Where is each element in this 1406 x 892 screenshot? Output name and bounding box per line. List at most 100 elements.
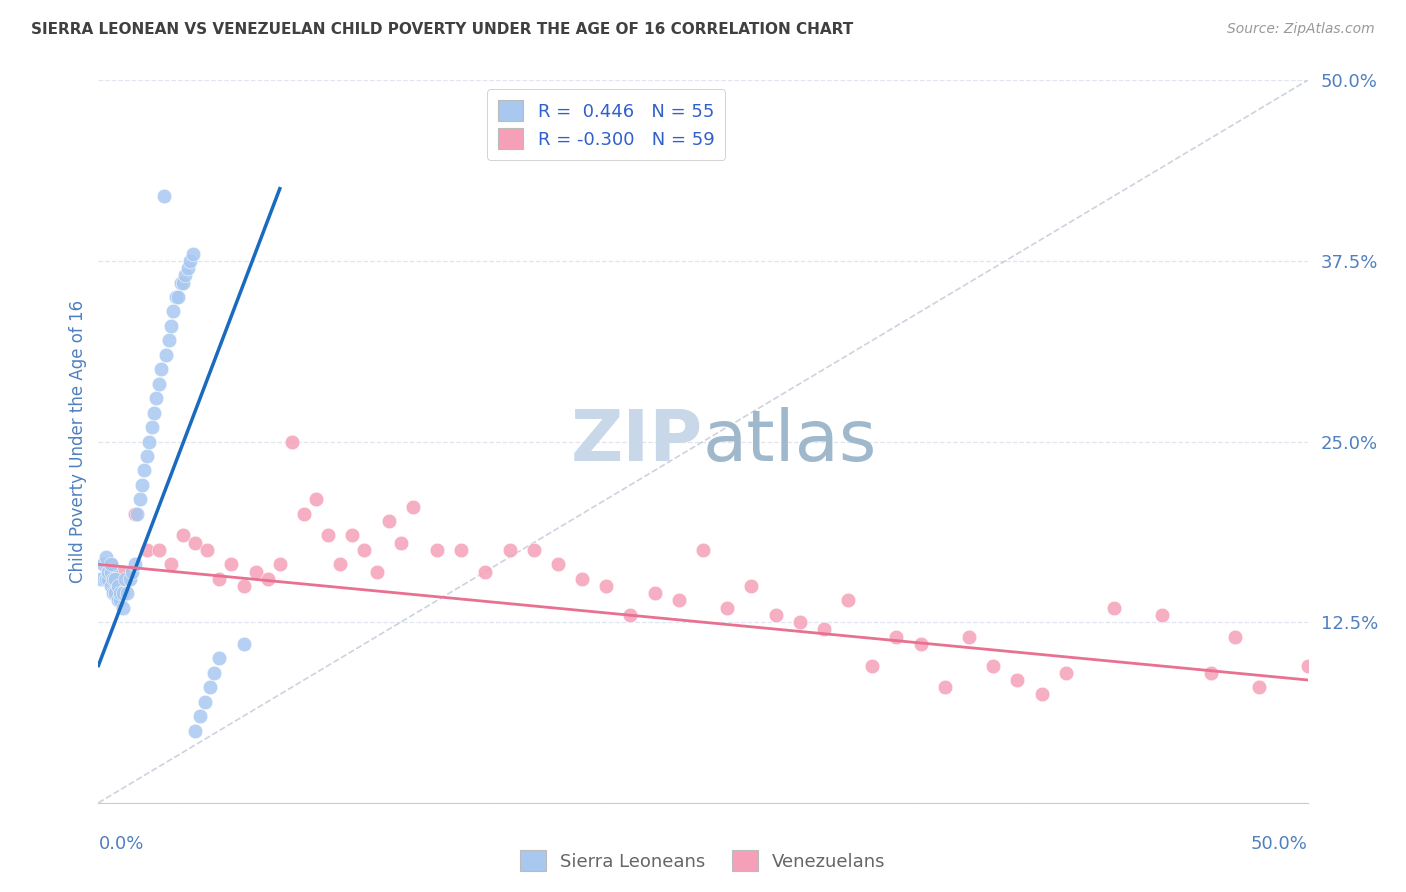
Point — [644, 586, 666, 600]
Point — [1007, 673, 1029, 687]
Point — [1199, 665, 1222, 680]
Point — [165, 290, 187, 304]
Point — [100, 579, 122, 593]
Point — [174, 268, 197, 283]
Point — [981, 658, 1004, 673]
Point — [135, 542, 157, 557]
Point — [90, 572, 112, 586]
Point — [198, 680, 221, 694]
Point — [152, 189, 174, 203]
Point — [1031, 687, 1053, 701]
Point — [668, 593, 690, 607]
Point — [269, 558, 291, 572]
Point — [402, 500, 425, 514]
Point — [910, 637, 932, 651]
Point — [145, 391, 167, 405]
Point — [256, 572, 278, 586]
Point — [571, 572, 593, 586]
Point — [1054, 665, 1077, 680]
Point — [100, 558, 122, 572]
Point — [104, 572, 127, 586]
Point — [143, 406, 166, 420]
Point — [195, 542, 218, 557]
Point — [111, 600, 134, 615]
Point — [141, 420, 163, 434]
Text: Source: ZipAtlas.com: Source: ZipAtlas.com — [1227, 22, 1375, 37]
Point — [181, 246, 204, 260]
Point — [208, 651, 231, 665]
Point — [179, 253, 201, 268]
Point — [245, 565, 267, 579]
Point — [194, 695, 217, 709]
Point — [94, 550, 117, 565]
Text: SIERRA LEONEAN VS VENEZUELAN CHILD POVERTY UNDER THE AGE OF 16 CORRELATION CHART: SIERRA LEONEAN VS VENEZUELAN CHILD POVER… — [31, 22, 853, 37]
Point — [389, 535, 412, 549]
Point — [886, 630, 908, 644]
Point — [131, 478, 153, 492]
Point — [100, 558, 122, 572]
Point — [111, 565, 134, 579]
Point — [134, 463, 156, 477]
Point — [366, 565, 388, 579]
Point — [860, 658, 883, 673]
Point — [184, 535, 207, 549]
Point — [1152, 607, 1174, 622]
Point — [353, 542, 375, 557]
Point — [162, 304, 184, 318]
Point — [150, 362, 173, 376]
Point — [101, 572, 124, 586]
Point — [91, 558, 114, 572]
Point — [184, 723, 207, 738]
Point — [111, 586, 134, 600]
Text: 50.0%: 50.0% — [1251, 835, 1308, 854]
Point — [1296, 658, 1319, 673]
Point — [108, 593, 131, 607]
Point — [188, 709, 211, 723]
Point — [97, 572, 120, 586]
Point — [169, 276, 191, 290]
Point — [765, 607, 787, 622]
Legend: Sierra Leoneans, Venezuelans: Sierra Leoneans, Venezuelans — [513, 843, 893, 879]
Text: ZIP: ZIP — [571, 407, 703, 476]
Point — [716, 600, 738, 615]
Point — [232, 637, 254, 651]
Point — [148, 542, 170, 557]
Point — [94, 572, 117, 586]
Point — [813, 623, 835, 637]
Point — [934, 680, 956, 694]
Point — [316, 528, 339, 542]
Point — [127, 507, 149, 521]
Point — [498, 542, 520, 557]
Point — [172, 276, 194, 290]
Point — [523, 542, 546, 557]
Point — [342, 528, 364, 542]
Point — [305, 492, 328, 507]
Point — [172, 528, 194, 542]
Point — [1223, 630, 1246, 644]
Point — [692, 542, 714, 557]
Point — [128, 492, 150, 507]
Point — [107, 579, 129, 593]
Point — [104, 586, 127, 600]
Text: atlas: atlas — [703, 407, 877, 476]
Point — [474, 565, 496, 579]
Point — [148, 376, 170, 391]
Point — [114, 572, 136, 586]
Point — [138, 434, 160, 449]
Point — [957, 630, 980, 644]
Point — [1102, 600, 1125, 615]
Point — [204, 665, 226, 680]
Point — [450, 542, 472, 557]
Point — [595, 579, 617, 593]
Point — [157, 334, 180, 348]
Point — [292, 507, 315, 521]
Point — [208, 572, 231, 586]
Point — [1249, 680, 1271, 694]
Point — [177, 261, 200, 276]
Point — [232, 579, 254, 593]
Point — [121, 565, 143, 579]
Point — [740, 579, 762, 593]
Point — [377, 514, 399, 528]
Point — [160, 318, 183, 333]
Legend: R =  0.446   N = 55, R = -0.300   N = 59: R = 0.446 N = 55, R = -0.300 N = 59 — [488, 89, 725, 160]
